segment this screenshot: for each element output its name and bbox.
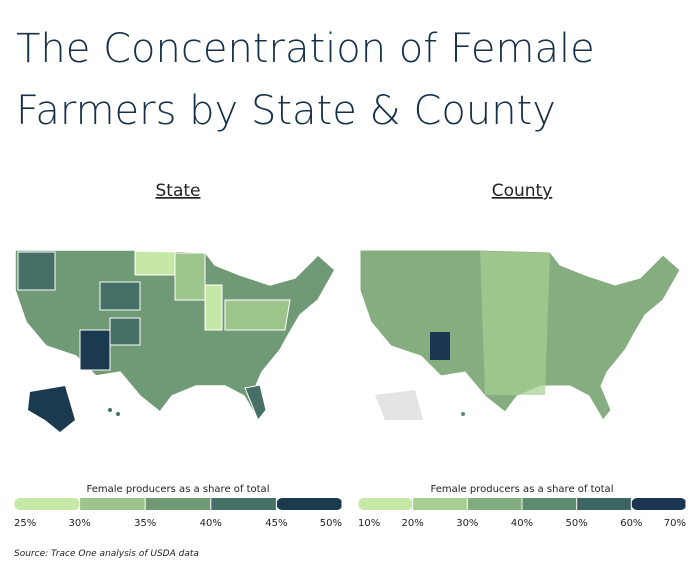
legend-bin [276,498,343,510]
legend-tick-label: 30% [456,518,478,529]
legend-bin [576,498,632,510]
legend-tick-label: 45% [265,518,287,529]
legend-tick-label: 20% [402,518,424,529]
legend-bin [145,498,212,510]
legend-tick-label: 35% [134,518,156,529]
legend-bin [79,498,146,510]
legend-bin [358,498,414,510]
state-map [14,249,336,432]
legend-tick-label: 30% [68,518,90,529]
legend-tick-label: 25% [14,518,36,529]
legend-tick-label: 10% [358,518,380,529]
legend-tick-label: 50% [566,518,588,529]
legend-tick-label: 70% [664,518,686,529]
legend-bin [14,498,81,510]
map-heading: County [492,181,553,201]
legend-bin [631,498,687,510]
legend-bin [412,498,468,510]
legend-tick-label: 40% [511,518,533,529]
legend-tick-label: 60% [620,518,642,529]
legend-tick-label: 50% [320,518,342,529]
source: Source: Trace One analysis of USDA data [14,549,199,559]
map-heading: State [156,181,201,201]
legend-bin [467,498,523,510]
legend-tick-label: 40% [200,518,222,529]
legend-bin [522,498,578,510]
title: The Concentration of Female Farmers by S… [16,26,595,134]
legend-title: Female producers as a share of total [431,484,614,495]
legend-bin [210,498,277,510]
legend-title: Female producers as a share of total [87,484,270,495]
county-map [359,249,681,421]
